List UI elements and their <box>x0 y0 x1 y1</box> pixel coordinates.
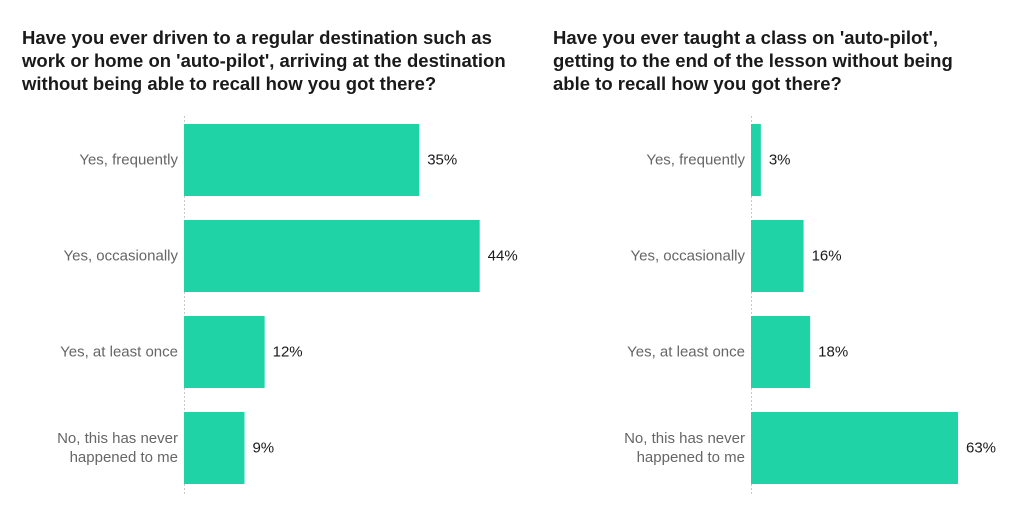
bar <box>751 220 804 292</box>
chart-panel-teaching: Have you ever taught a class on 'auto-pi… <box>540 0 1024 512</box>
chart-title: Have you ever driven to a regular destin… <box>22 27 506 94</box>
category-label: Yes, occasionally <box>630 248 745 265</box>
bar <box>184 220 480 292</box>
category-label: Yes, at least once <box>627 344 745 361</box>
value-label: 16% <box>812 248 842 265</box>
bar <box>184 412 245 484</box>
value-label: 3% <box>769 152 791 169</box>
category-label: Yes, frequently <box>79 152 178 169</box>
value-label: 9% <box>252 440 274 457</box>
category-label: Yes, occasionally <box>63 248 178 265</box>
value-label: 63% <box>966 440 996 457</box>
value-label: 44% <box>488 248 518 265</box>
chart-panel-driving: Have you ever driven to a regular destin… <box>22 27 518 494</box>
category-label: No, this has never <box>624 430 745 447</box>
value-label: 35% <box>427 152 457 169</box>
category-label: Yes, frequently <box>646 152 745 169</box>
category-label: happened to me <box>70 449 178 466</box>
category-label: happened to me <box>637 449 745 466</box>
category-label: No, this has never <box>57 430 178 447</box>
bar <box>751 412 958 484</box>
value-label: 12% <box>273 344 303 361</box>
category-label: Yes, at least once <box>60 344 178 361</box>
bar <box>184 124 420 196</box>
value-label: 18% <box>818 344 848 361</box>
bar <box>751 316 811 388</box>
chart-title: Have you ever taught a class on 'auto-pi… <box>553 27 953 94</box>
bar <box>184 316 265 388</box>
bar <box>751 124 761 196</box>
bar-chart-teaching: 3% Yes, frequently 16% Yes, occasionally 18%… <box>624 116 996 494</box>
bar-chart-driving: 35% Yes, frequently 44% Yes, occasionally 12… <box>57 116 518 494</box>
